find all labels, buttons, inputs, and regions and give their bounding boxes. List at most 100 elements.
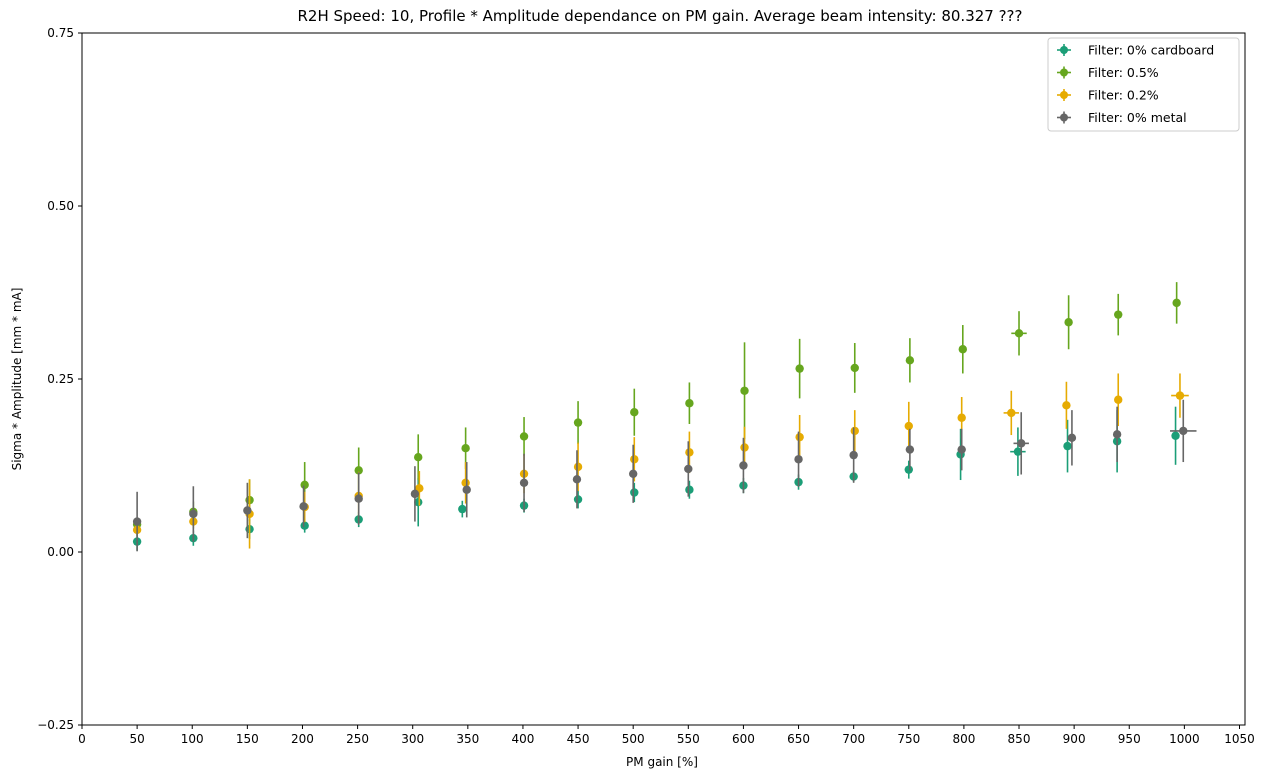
data-point <box>630 408 639 417</box>
y-tick-label: 0.50 <box>47 199 74 213</box>
data-point <box>573 462 583 472</box>
data-point <box>1014 329 1024 338</box>
x-tick-label: 850 <box>1008 732 1031 746</box>
legend-item: Filter: 0% metal <box>1057 110 1187 125</box>
data-point <box>1067 433 1077 443</box>
data-point <box>1175 391 1185 400</box>
data-point <box>685 485 694 494</box>
data-point <box>685 448 694 457</box>
legend-marker <box>1060 46 1068 54</box>
data-point <box>904 465 913 474</box>
data-point <box>519 478 529 487</box>
series-2 <box>132 282 1181 532</box>
x-tick-label: 550 <box>677 732 700 746</box>
x-tick-label: 400 <box>511 732 534 746</box>
legend-item: Filter: 0% cardboard <box>1057 43 1214 58</box>
data-point <box>849 450 858 460</box>
x-tick-label: 450 <box>567 732 590 746</box>
x-tick-label: 750 <box>897 732 920 746</box>
data-point <box>1063 441 1072 451</box>
data-point <box>794 455 803 464</box>
data-point <box>299 502 308 511</box>
data-point <box>132 517 142 526</box>
data-point <box>1171 431 1180 440</box>
legend: Filter: 0% cardboard Filter: 0.5% Filter: … <box>1047 37 1240 132</box>
legend-label: Filter: 0.2% <box>1088 88 1159 103</box>
data-point <box>904 421 913 431</box>
x-tick-label: 150 <box>236 732 259 746</box>
data-point <box>957 445 966 454</box>
data-point <box>410 489 420 499</box>
data-point <box>1112 430 1122 439</box>
data-point <box>354 466 363 475</box>
data-point <box>795 364 804 373</box>
data-point <box>685 399 694 408</box>
data-point <box>461 478 470 487</box>
data-point <box>414 497 423 507</box>
data-point <box>739 461 748 470</box>
data-point <box>1172 298 1181 308</box>
x-tick-label: 1000 <box>1169 732 1200 746</box>
data-point <box>1179 426 1188 436</box>
data-point <box>1062 401 1071 410</box>
legend-marker <box>1060 68 1068 77</box>
data-point <box>795 432 804 442</box>
data-point <box>628 469 638 479</box>
x-tick-label: 800 <box>952 732 975 746</box>
chart-title: R2H Speed: 10, Profile * Amplitude depen… <box>298 7 1023 25</box>
data-point <box>300 480 309 490</box>
data-point <box>740 386 749 395</box>
x-axis-label: PM gain [%] <box>626 755 698 769</box>
x-tick-label: 600 <box>732 732 755 746</box>
x-tick-label: 0 <box>78 732 86 746</box>
y-axis-label: Sigma * Amplitude [mm * mA] <box>10 288 24 471</box>
data-point <box>684 464 693 474</box>
x-tick-label: 350 <box>456 732 479 746</box>
data-point <box>243 506 252 515</box>
series-3 <box>132 373 1189 549</box>
x-tick-label: 500 <box>622 732 645 746</box>
data-point <box>461 444 470 453</box>
legend-label: Filter: 0% cardboard <box>1088 43 1214 58</box>
data-point <box>850 363 859 373</box>
legend-item: Filter: 0.2% <box>1057 88 1159 103</box>
legend-label: Filter: 0.5% <box>1088 65 1159 80</box>
x-tick-label: 900 <box>1063 732 1086 746</box>
y-tick-label: −0.25 <box>37 718 74 732</box>
x-tick-label: 1050 <box>1224 732 1255 746</box>
data-point <box>573 418 583 427</box>
data-point <box>1114 310 1123 319</box>
legend-box <box>1047 37 1240 132</box>
x-tick-label: 950 <box>1118 732 1141 746</box>
y-tick-label: 0.75 <box>47 26 74 40</box>
data-point <box>354 494 363 503</box>
x-tick-label: 250 <box>346 732 369 746</box>
data-point <box>1064 318 1073 327</box>
data-point <box>1013 447 1023 456</box>
data-point <box>572 475 582 484</box>
plot-data-layer <box>132 282 1197 552</box>
legend-marker <box>1060 91 1068 99</box>
data-point <box>905 445 915 454</box>
data-point <box>958 345 967 354</box>
data-point <box>630 455 639 464</box>
data-point <box>740 443 749 452</box>
data-point <box>414 452 423 462</box>
data-point <box>850 426 859 436</box>
legend-marker <box>1060 113 1068 122</box>
x-tick-label: 700 <box>842 732 865 746</box>
series-4 <box>132 399 1197 552</box>
x-tick-label: 50 <box>129 732 144 746</box>
legend-item: Filter: 0.5% <box>1057 65 1159 80</box>
data-point <box>905 356 915 365</box>
data-point <box>300 521 309 530</box>
data-point <box>573 495 583 504</box>
data-point <box>957 413 966 422</box>
plot-frame <box>81 32 1246 726</box>
data-point <box>1017 439 1026 448</box>
y-tick-label: 0.25 <box>47 372 74 386</box>
data-point <box>458 504 467 514</box>
data-point <box>462 485 471 494</box>
legend-label: Filter: 0% metal <box>1088 110 1187 125</box>
